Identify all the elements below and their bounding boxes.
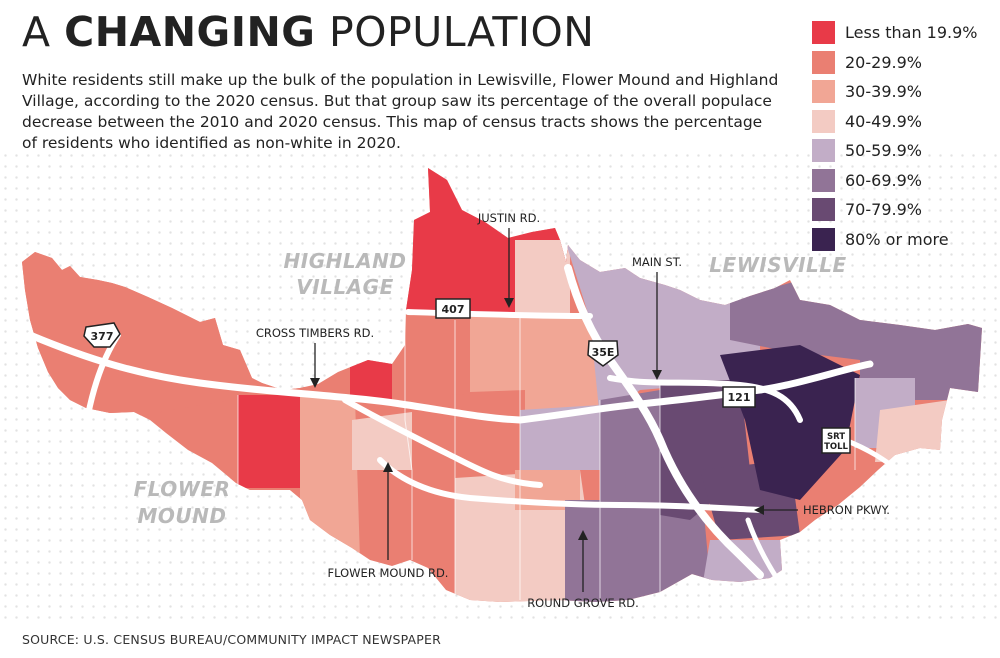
tract-far-east [875, 400, 950, 462]
label-round-grove-rd: ROUND GROVE RD. [527, 596, 639, 610]
svg-text:TOLL: TOLL [824, 442, 848, 452]
legend-item-30-39: 30-39.9% [812, 77, 998, 107]
road-i35e [564, 264, 764, 579]
label-mound: MOUND [138, 504, 227, 528]
legend-item-20-29: 20-29.9% [812, 48, 998, 78]
round-grove-callout-arrow [578, 530, 588, 540]
legend-swatch [812, 168, 835, 192]
legend-swatch [812, 80, 835, 104]
region-labels: HIGHLAND VILLAGE LEWISVILLE FLOWER MOUND [134, 249, 847, 528]
label-highland: HIGHLAND [284, 249, 407, 273]
label-cross-timbers-rd: CROSS TIMBERS RD. [256, 326, 374, 340]
legend-swatch [812, 227, 835, 251]
tract-central-a [450, 390, 525, 478]
svg-text:377: 377 [91, 330, 114, 343]
label-flower-mound-rd: FLOWER MOUND RD. [328, 566, 449, 580]
intro-text: White residents still make up the bulk o… [22, 71, 779, 152]
tract-central-c [525, 315, 600, 420]
legend-swatch [812, 109, 835, 133]
legend: Less than 19.9% 20-29.9% 30-39.9% 40-49.… [812, 18, 998, 254]
highway-shields: 377 407 35E 121 SRT TOLL [83, 298, 851, 454]
sh-407-shield: 407 [435, 298, 471, 319]
tract-east-central [520, 405, 605, 470]
svg-text:407: 407 [442, 303, 465, 316]
legend-swatch [812, 198, 835, 222]
tract-justin-east [515, 240, 570, 315]
tract-old-town [565, 240, 760, 420]
main-callout-arrow [652, 370, 662, 380]
road-callouts [310, 228, 798, 592]
srt-toll-shield: SRT TOLL [821, 427, 851, 454]
sh-121-shield: 121 [722, 386, 756, 408]
justin-callout-arrow [504, 298, 514, 308]
legend-item-50-59: 50-59.9% [812, 136, 998, 166]
legend-item-70-79: 70-79.9% [812, 195, 998, 225]
road-hebron [377, 457, 763, 513]
legend-swatch [812, 139, 835, 163]
road-121 [607, 375, 803, 423]
legend-swatch [812, 21, 835, 45]
label-village: VILLAGE [296, 275, 393, 299]
label-lewisville: LEWISVILLE [709, 253, 846, 277]
i-35e-shield: 35E [587, 340, 619, 367]
tract-cross-timbers-west [238, 395, 300, 488]
tract-line [404, 312, 413, 560]
svg-text:35E: 35E [592, 346, 615, 359]
label-justin-rd: JUSTIN RD. [477, 211, 540, 225]
road-flower-mound-east [342, 397, 543, 488]
legend-item-60-69: 60-69.9% [812, 166, 998, 196]
page-title: A CHANGING POPULATION [22, 8, 595, 56]
us-377-shield: 377 [83, 322, 121, 348]
tract-southwest-a [300, 395, 360, 560]
svg-text:SRT: SRT [827, 432, 845, 442]
label-flower: FLOWER [134, 477, 231, 501]
road-srt-toll [842, 437, 903, 475]
legend-item-80-plus: 80% or more [812, 225, 998, 255]
road-407 [405, 309, 593, 319]
svg-text:121: 121 [728, 391, 751, 404]
legend-item-under-20: Less than 19.9% [812, 18, 998, 48]
flower-mound-callout-arrow [383, 462, 393, 472]
tract-cross-timbers-east [350, 355, 392, 400]
legend-item-40-49: 40-49.9% [812, 107, 998, 137]
label-main-st: MAIN ST. [632, 255, 682, 269]
legend-swatch [812, 50, 835, 74]
hebron-callout-arrow [754, 505, 764, 515]
source-credit: SOURCE: U.S. CENSUS BUREAU/COMMUNITY IMP… [22, 632, 441, 647]
tract-central-b [470, 315, 525, 392]
road-southeast [745, 517, 781, 583]
cross-timbers-callout-arrow [310, 378, 320, 388]
tract-round-grove [565, 500, 630, 602]
tract-darkest [720, 345, 860, 500]
road-labels: JUSTIN RD. MAIN ST. CROSS TIMBERS RD. HE… [256, 211, 890, 610]
label-hebron-pkwy: HEBRON PKWY. [803, 503, 890, 517]
